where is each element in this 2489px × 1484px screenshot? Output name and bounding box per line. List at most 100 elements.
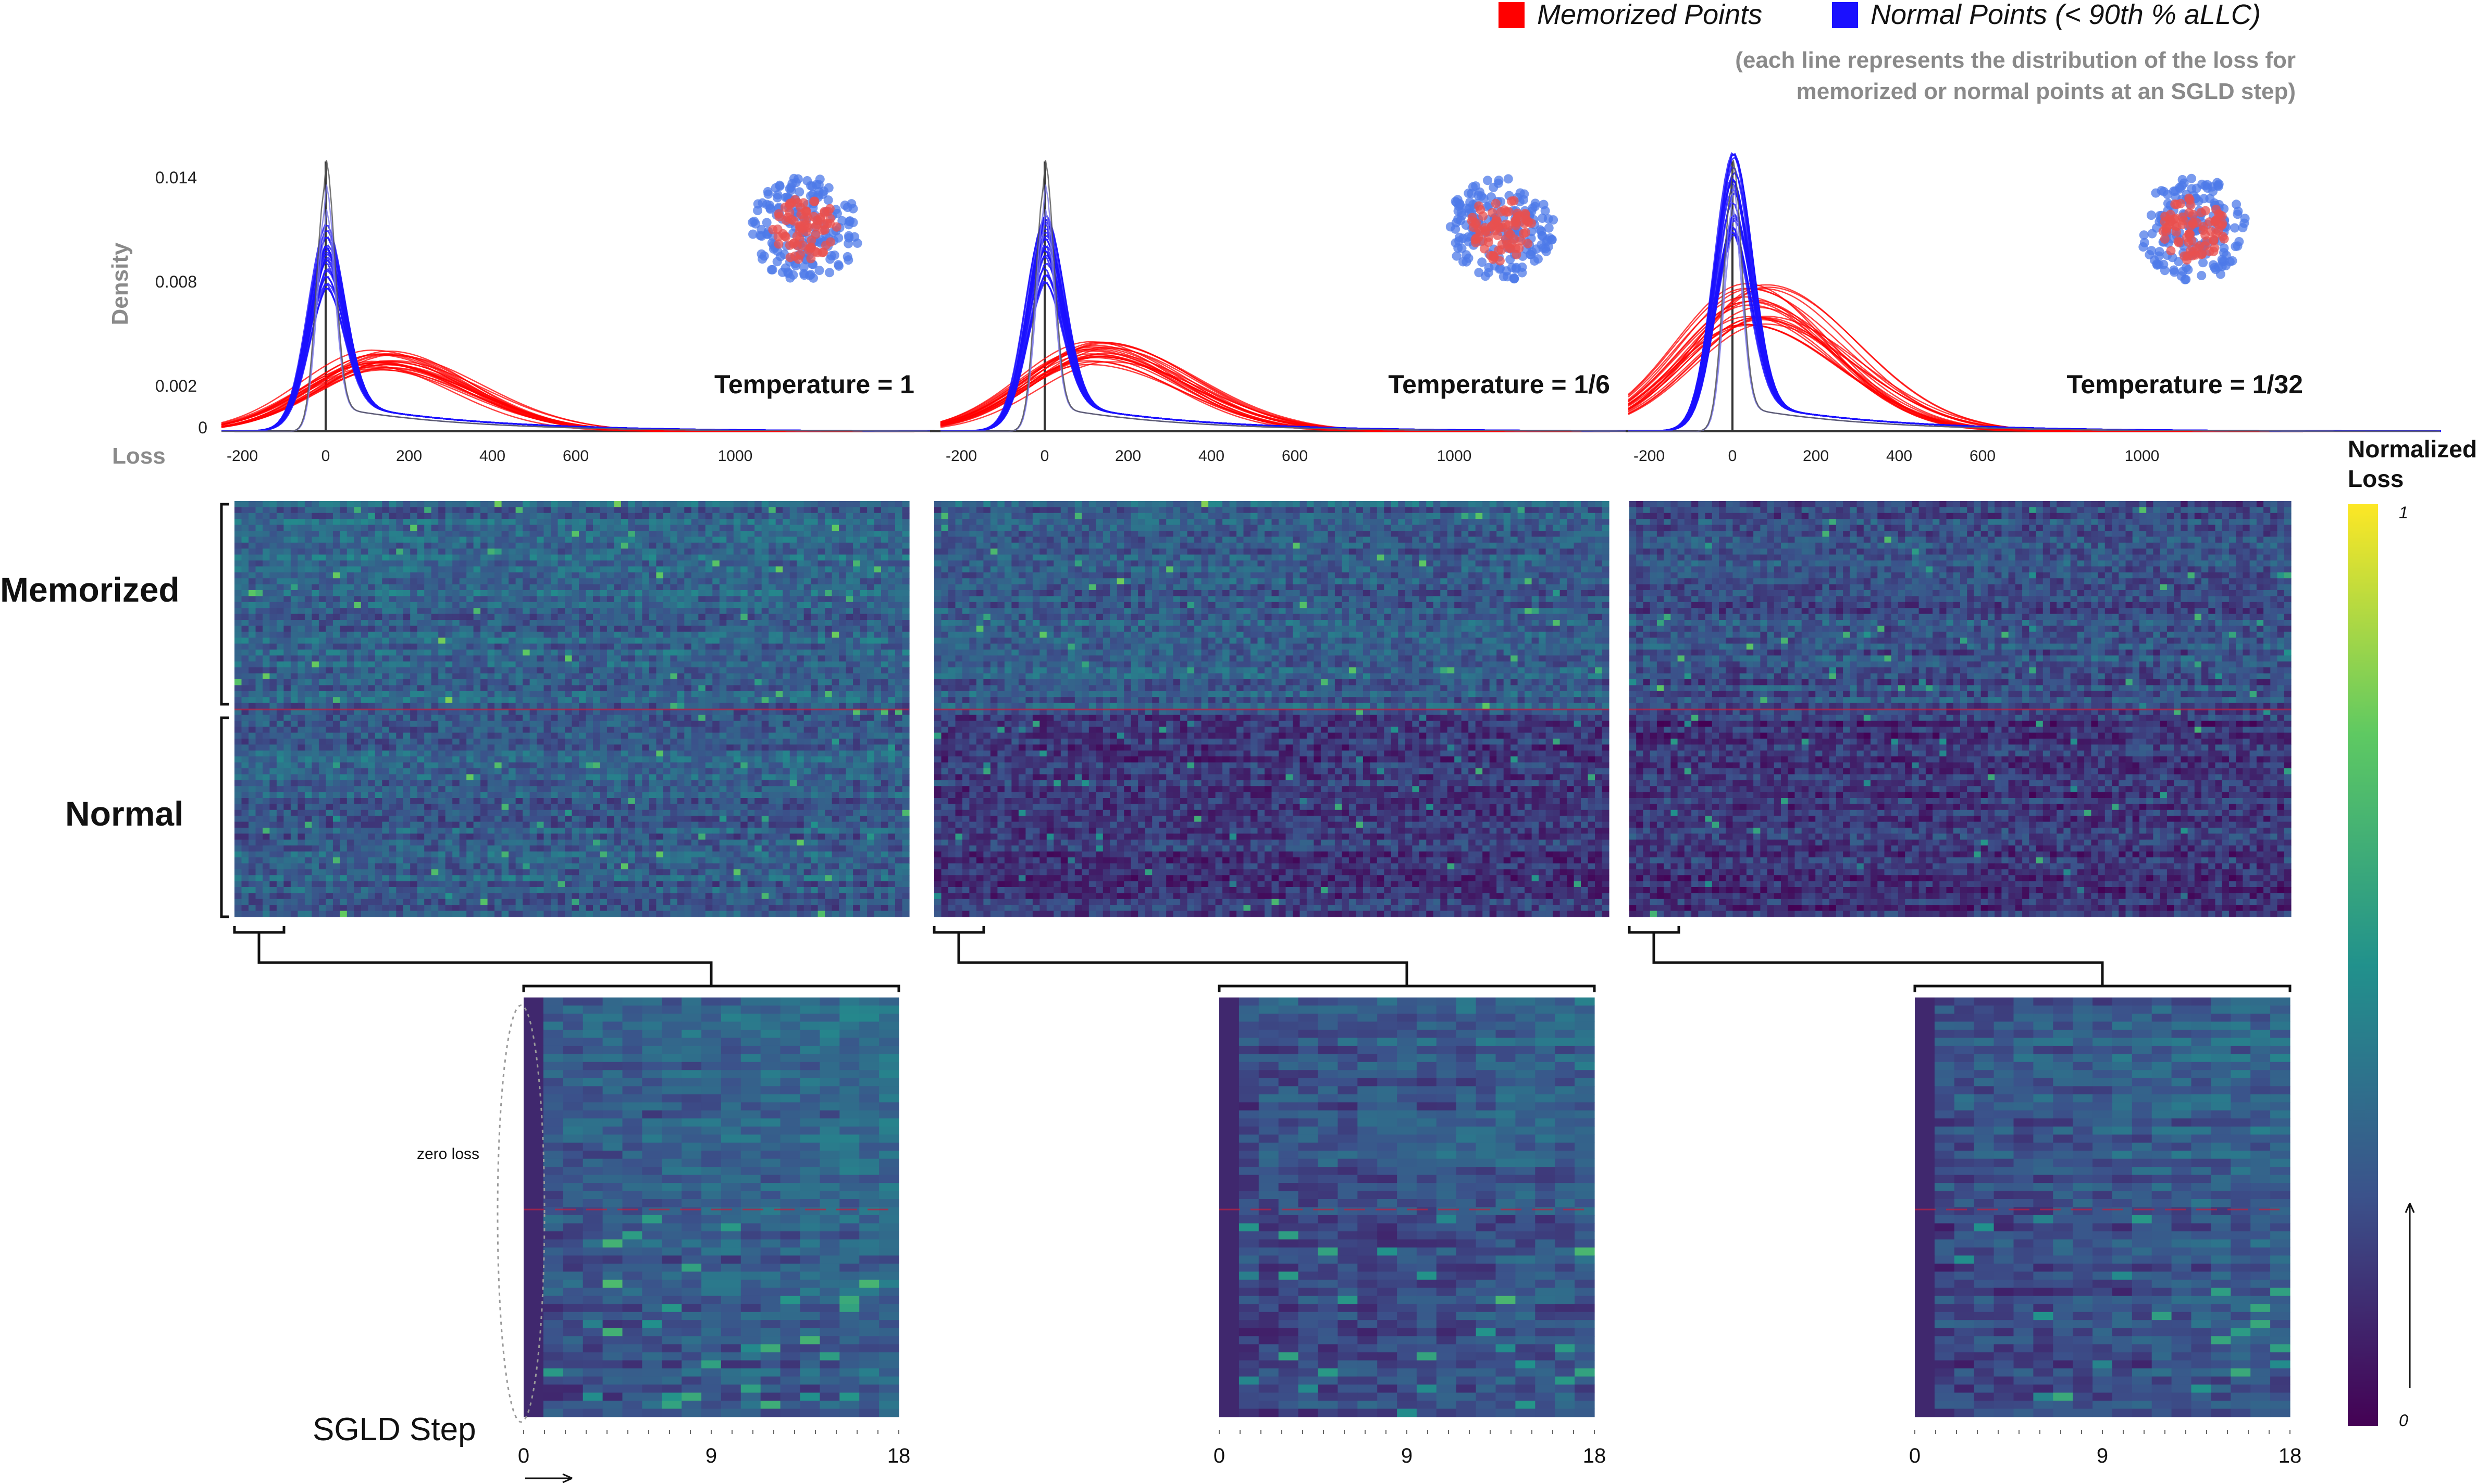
heatmap-cell	[614, 560, 622, 567]
heatmap-cell	[255, 608, 263, 615]
heatmap-cell	[797, 744, 804, 751]
heatmap-cell	[509, 626, 516, 632]
heatmap-cell	[754, 501, 762, 507]
heatmap-cell	[853, 537, 861, 543]
heatmap-cell	[747, 513, 755, 519]
heatmap-cell	[523, 542, 530, 549]
heatmap-cell	[487, 537, 495, 543]
heatmap-cell	[283, 643, 291, 650]
heatmap-cell	[719, 697, 727, 704]
heatmap-cell	[783, 537, 790, 543]
heatmap-cell	[241, 519, 249, 526]
heatmap-cell	[684, 531, 692, 537]
heatmap-cell	[579, 560, 587, 567]
heatmap-cell	[318, 501, 326, 507]
heatmap-cell	[368, 560, 376, 567]
heatmap-cell	[698, 513, 706, 519]
heatmap-cell	[403, 661, 411, 668]
heatmap-cell	[677, 673, 685, 680]
heatmap-cell	[332, 626, 340, 632]
heatmap-cell	[572, 638, 579, 644]
normal-point	[2215, 269, 2225, 279]
heatmap-cell	[621, 548, 628, 555]
normal-point	[762, 199, 772, 209]
heatmap-cell	[895, 697, 903, 704]
memorized-point	[818, 226, 828, 235]
heatmap-cell	[783, 685, 790, 692]
heatmap-cell	[241, 631, 249, 638]
heatmap-cell	[712, 667, 720, 674]
heatmap-cell	[593, 590, 601, 596]
heatmap-cell	[396, 685, 404, 692]
heatmap-cell	[621, 584, 628, 591]
heatmap-cell	[747, 643, 755, 650]
heatmap-cell	[600, 727, 608, 733]
heatmap-cell	[803, 631, 811, 638]
heatmap-cell	[642, 608, 650, 615]
heatmap-cell	[606, 691, 614, 697]
heatmap-cell	[902, 542, 910, 549]
heatmap-cell	[649, 620, 657, 626]
heatmap-cell	[867, 720, 875, 727]
heatmap-cell	[249, 667, 256, 674]
heatmap-cell	[635, 655, 642, 662]
heatmap-cell	[298, 744, 305, 751]
heatmap-cell	[888, 691, 896, 697]
heatmap-cell	[888, 554, 896, 561]
heatmap-cell	[249, 673, 256, 680]
heatmap-cell	[881, 643, 889, 650]
heatmap-cell	[452, 643, 460, 650]
heatmap-cell	[698, 537, 706, 543]
heatmap-cell	[276, 703, 284, 709]
heatmap-cell	[304, 513, 312, 519]
heatmap-cell	[881, 566, 889, 573]
heatmap-cell	[529, 739, 537, 745]
heatmap-cell	[551, 661, 559, 668]
heatmap-cell	[501, 560, 509, 567]
heatmap-cell	[346, 703, 354, 709]
heatmap-cell	[438, 685, 446, 692]
heatmap-cell	[579, 638, 587, 644]
heatmap-cell	[663, 691, 671, 697]
heatmap-cell	[621, 620, 628, 626]
heatmap-cell	[797, 548, 804, 555]
heatmap-cell	[825, 566, 833, 573]
heatmap-cell	[354, 578, 362, 585]
heatmap-cell	[726, 584, 734, 591]
heatmap-cell	[375, 643, 382, 650]
normal-point	[802, 176, 812, 186]
heatmap-cell	[754, 691, 762, 697]
x-tick-label: 400	[1198, 447, 1224, 465]
heatmap-cell	[368, 720, 376, 727]
heatmap-cell	[318, 673, 326, 680]
heatmap-cell	[600, 626, 608, 632]
heatmap-cell	[509, 584, 516, 591]
heatmap-cell	[621, 590, 628, 596]
heatmap-cell	[649, 560, 657, 567]
normal-point	[1483, 268, 1493, 278]
heatmap-cell	[677, 566, 685, 573]
heatmap-cell	[902, 525, 910, 531]
heatmap-cell	[691, 602, 699, 608]
heatmap-cell	[628, 691, 636, 697]
heatmap-cell	[663, 501, 671, 507]
heatmap-cell	[304, 566, 312, 573]
heatmap-cell	[754, 655, 762, 662]
heatmap-cell	[523, 739, 530, 745]
heatmap-cell	[438, 620, 446, 626]
heatmap-cell	[656, 720, 664, 727]
heatmap-cell	[775, 566, 783, 573]
heatmap-cell	[649, 744, 657, 751]
heatmap-cell	[249, 566, 256, 573]
heatmap-cell	[234, 531, 242, 537]
heatmap-cell	[691, 531, 699, 537]
heatmap-cell	[761, 739, 769, 745]
heatmap-cell	[719, 531, 727, 537]
heatmap-cell	[789, 614, 797, 620]
heatmap-cell	[424, 732, 432, 739]
heatmap-cell	[606, 739, 614, 745]
heatmap-cell	[346, 650, 354, 656]
heatmap-cell	[241, 578, 249, 585]
heatmap-cell	[853, 572, 861, 579]
heatmap-cell	[572, 739, 579, 745]
